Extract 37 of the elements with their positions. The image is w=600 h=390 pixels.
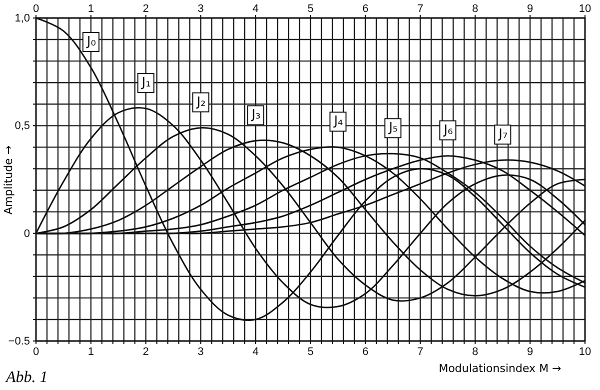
x2-tick-label: 8 xyxy=(472,346,478,358)
x-tick-label: 7 xyxy=(417,3,424,15)
x-tick-label: 8 xyxy=(472,3,478,15)
x2-tick-label: 1 xyxy=(88,346,94,358)
x-tick-label: 10 xyxy=(578,3,592,15)
x-tick-label: 9 xyxy=(527,3,534,15)
x-tick-label: 4 xyxy=(252,3,259,15)
x2-tick-label: 10 xyxy=(578,346,592,358)
x2-tick-label: 7 xyxy=(417,346,424,358)
x-tick-label: 1 xyxy=(88,3,94,15)
y-tick-label: 1,0 xyxy=(14,12,30,25)
x2-tick-label: 3 xyxy=(198,346,204,358)
y-tick-label: 0,5 xyxy=(14,120,30,132)
x-tick-label: 5 xyxy=(307,3,314,15)
y-tick-label: 0 xyxy=(24,228,30,240)
x2-tick-label: 9 xyxy=(527,346,534,358)
y-axis-title: Amplitude → xyxy=(2,145,15,215)
x2-tick-label: 2 xyxy=(142,346,149,358)
x2-tick-label: 5 xyxy=(307,346,314,358)
y-tick-label: −0.5 xyxy=(8,336,30,348)
series-label: J₆ xyxy=(442,122,453,138)
x-tick-label: 6 xyxy=(362,3,368,15)
x2-tick-label: 0 xyxy=(32,346,40,358)
x2-tick-label: 6 xyxy=(362,346,368,358)
caption: Abb. 1 xyxy=(5,369,48,386)
series-label: J₄ xyxy=(332,114,343,130)
series-label: J₃ xyxy=(250,108,261,123)
x-axis-title: Modulationsindex M → xyxy=(438,362,562,375)
x-tick-label: 3 xyxy=(198,3,204,15)
series-label: J₅ xyxy=(388,120,398,136)
series-label: J₇ xyxy=(498,127,508,142)
series-label: J₁ xyxy=(140,75,151,90)
x2-tick-label: 4 xyxy=(252,346,259,358)
series-label: J₂ xyxy=(196,94,206,110)
x-tick-label: 2 xyxy=(142,3,149,15)
x-tick-label: 0 xyxy=(32,3,40,15)
series-label: J₀ xyxy=(86,34,96,50)
